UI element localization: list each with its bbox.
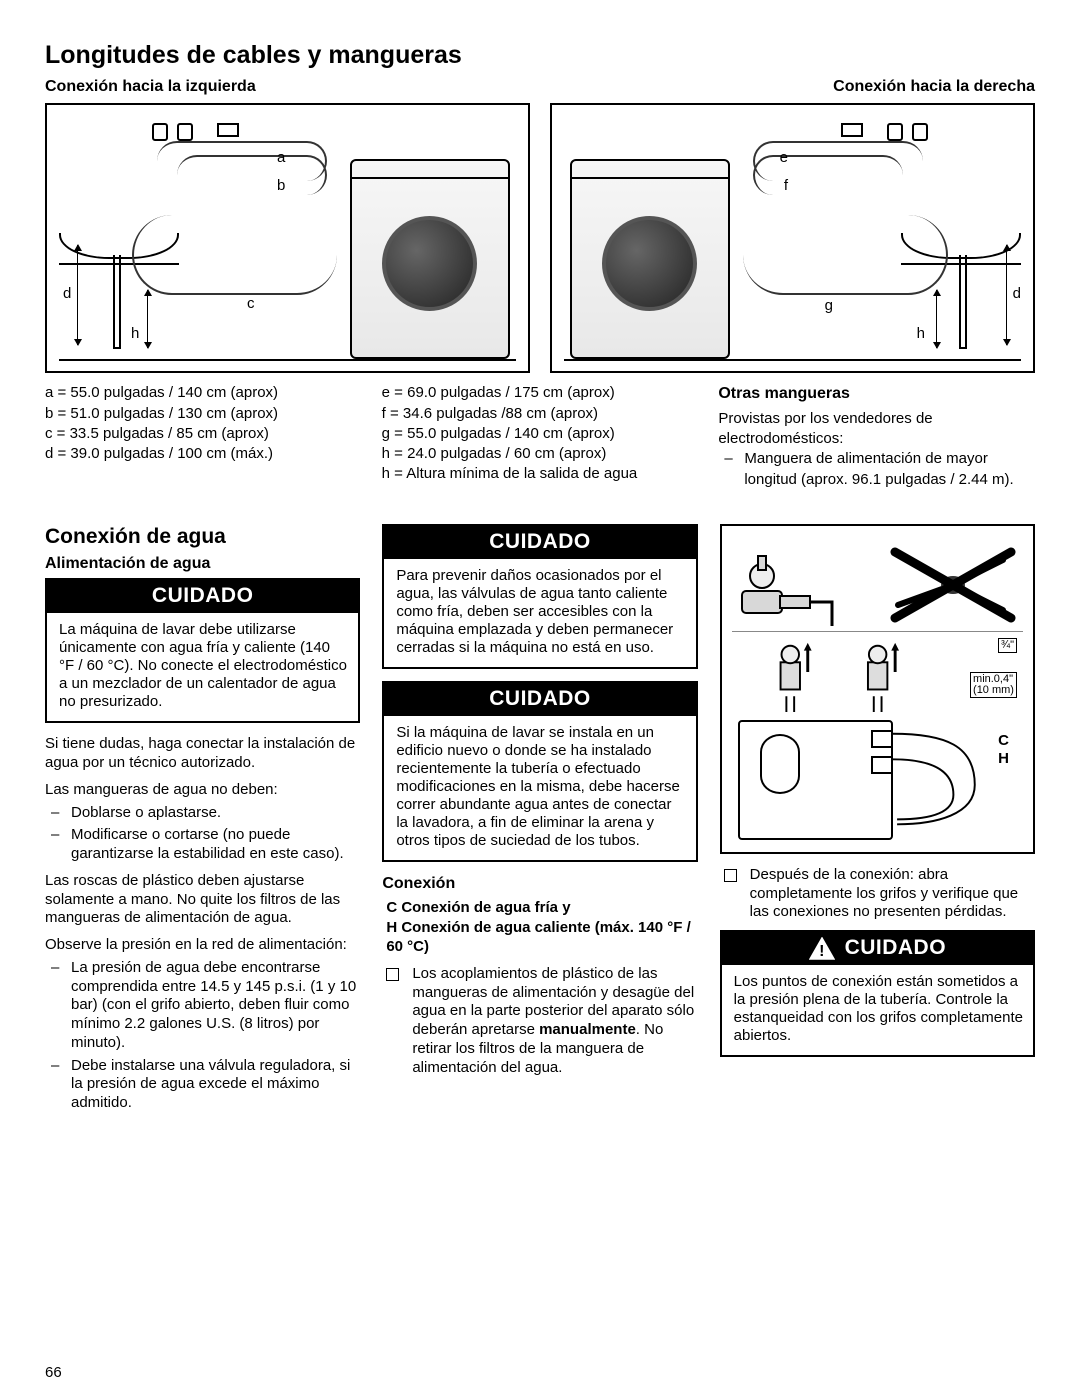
dim-b: b [277,177,285,196]
page-title: Longitudes de cables y mangueras [45,40,1035,71]
warning-box-4: ! CUIDADO Los puntos de conexión están s… [720,930,1035,1057]
c-label: C [998,732,1009,751]
water-connection-heading: Conexión de agua [45,524,360,550]
right-connection-label: Conexión hacia la derecha [550,77,1035,97]
min-label: min.0,4" (10 mm) [970,672,1017,698]
meas-d: d = 39.0 pulgadas / 100 cm (máx.) [45,444,362,464]
col1-p1: Si tiene dudas, haga conectar la instala… [45,735,360,773]
left-connection-label: Conexión hacia la izquierda [45,77,530,97]
col1-li-2: Modificarse o cortarse (no puede garanti… [45,826,360,864]
dim-h2: h [917,325,925,344]
col2-box-item: Los acoplamientos de plástico de las man… [382,965,697,1078]
dim-a: a [277,149,285,168]
meas-g: g = 55.0 pulgadas / 140 cm (aprox) [382,424,699,444]
measurements-mid: e = 69.0 pulgadas / 175 cm (aprox) f = 3… [382,383,699,498]
other-hose-item: Manguera de alimentación de mayor longit… [718,449,1035,490]
warning-box-3: CUIDADO Si la máquina de lavar se instal… [382,681,697,862]
meas-e: e = 69.0 pulgadas / 175 cm (aprox) [382,383,699,403]
content-columns: Conexión de agua Alimentación de agua CU… [45,524,1035,1121]
meas-c: c = 33.5 pulgadas / 85 cm (aprox) [45,424,362,444]
other-hoses-heading: Otras mangueras [718,383,1035,405]
warning-body-4: Los puntos de conexión están sometidos a… [722,965,1033,1055]
warning-box-2: CUIDADO Para prevenir daños ocasionados … [382,524,697,669]
h-label: H [998,750,1009,769]
other-hoses: Otras mangueras Provistas por los vended… [718,383,1035,498]
meas-f: f = 34.6 pulgadas /88 cm (aprox) [382,404,699,424]
page-number: 66 [45,1364,62,1383]
warning-box-1: CUIDADO La máquina de lavar debe utiliza… [45,578,360,723]
warning-header: CUIDADO [384,526,695,559]
dim-f: f [784,177,788,196]
thread-label: ¾" [998,638,1017,653]
svg-text:!: ! [819,943,825,960]
warning-body-3: Si la máquina de lavar se instala en un … [384,716,695,860]
other-hoses-intro: Provistas por los vendedores de electrod… [718,409,1035,450]
col1-li-1: Doblarse o aplastarse. [45,804,360,823]
col1-li-4: Debe instalarse una válvula reguladora, … [45,1057,360,1113]
warning-body-1: La máquina de lavar debe utilizarse únic… [47,613,358,721]
diagram-right: e f g d h [550,103,1035,373]
col3-box-item: Después de la conexión: abra completamen… [720,866,1035,922]
meas-h: h = 24.0 pulgadas / 60 cm (aprox) [382,444,699,464]
dim-c: c [247,295,255,314]
warning-label: CUIDADO [845,935,947,961]
warning-header: CUIDADO [384,683,695,716]
connection-labels: C Conexión de agua fría y H Conexión de … [382,898,697,957]
connection-heading: Conexión [382,874,697,894]
conn-h-label: H Conexión de agua caliente (máx. 140 °F… [386,918,697,957]
col1-li-3: La presión de agua debe encontrarse comp… [45,959,360,1053]
warning-body-2: Para prevenir daños ocasionados por el a… [384,559,695,667]
dim-d: d [63,285,71,304]
measurements-left: a = 55.0 pulgadas / 140 cm (aprox) b = 5… [45,383,362,498]
column-1: Conexión de agua Alimentación de agua CU… [45,524,360,1121]
connection-diagram: ¾" min.0,4" (10 mm) C H [720,524,1035,854]
measurements-row: a = 55.0 pulgadas / 140 cm (aprox) b = 5… [45,383,1035,498]
meas-a: a = 55.0 pulgadas / 140 cm (aprox) [45,383,362,403]
column-2: CUIDADO Para prevenir daños ocasionados … [382,524,697,1121]
dim-h: h [131,325,139,344]
diagram-left: a b c d h [45,103,530,373]
warning-header-with-icon: ! CUIDADO [722,932,1033,965]
diagrams-row: Conexión hacia la izquierda a b c d [45,77,1035,373]
water-supply-heading: Alimentación de agua [45,554,360,574]
conn-c-label: C Conexión de agua fría y [386,898,697,918]
warning-header: CUIDADO [47,580,358,613]
col1-p2: Las mangueras de agua no deben: [45,781,360,800]
col1-p4: Observe la presión en la red de alimenta… [45,936,360,955]
warning-triangle-icon: ! [809,937,835,960]
dim-g: g [825,297,833,316]
col1-p3: Las roscas de plástico deben ajustarse s… [45,872,360,928]
meas-b: b = 51.0 pulgadas / 130 cm (aprox) [45,404,362,424]
dim-d2: d [1013,285,1021,304]
meas-h-note: h = Altura mínima de la salida de agua [382,464,699,484]
column-3: ¾" min.0,4" (10 mm) C H Después [720,524,1035,1121]
dim-e: e [780,149,788,168]
